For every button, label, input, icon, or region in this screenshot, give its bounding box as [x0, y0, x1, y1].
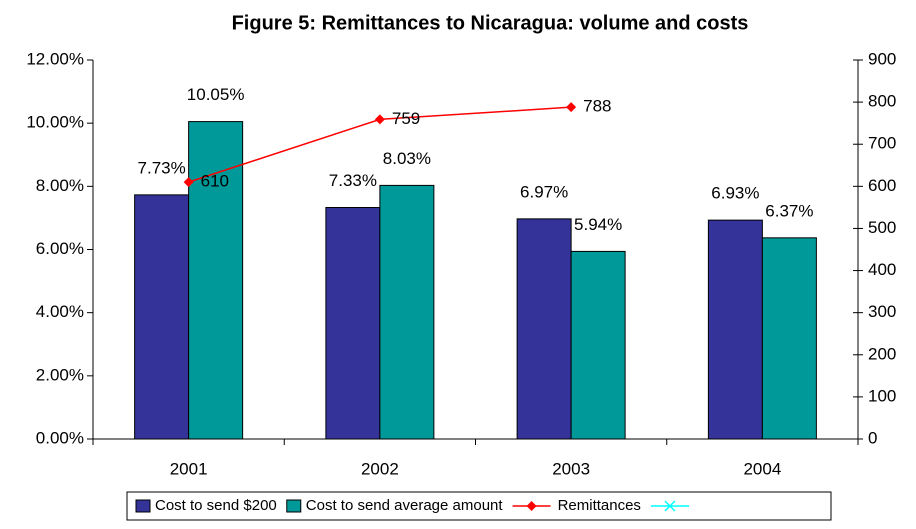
legend	[126, 491, 832, 521]
x-tick-label: 2002	[361, 459, 399, 478]
bar	[570, 250, 626, 440]
legend-marker	[526, 501, 537, 511]
y2-tick-label: 400	[868, 260, 896, 279]
bar	[761, 237, 817, 440]
y-tick-label: 6.00%	[36, 239, 84, 258]
legend-swatch	[286, 499, 302, 513]
x-tick-label: 2001	[170, 459, 208, 478]
bar	[188, 121, 244, 440]
legend-marker	[664, 500, 676, 512]
y2-tick-label: 100	[868, 386, 896, 405]
y2-tick-label: 900	[868, 49, 896, 68]
y-tick-label: 0.00%	[36, 428, 84, 447]
bar	[379, 184, 435, 440]
y2-tick-label: 200	[868, 344, 896, 363]
bar	[325, 206, 381, 440]
y2-tick-label: 600	[868, 176, 896, 195]
data-label: 788	[583, 97, 611, 116]
y2-tick-label: 700	[868, 134, 896, 153]
data-label: 759	[392, 109, 420, 128]
data-label: 7.33%	[329, 171, 377, 190]
y-tick-label: 4.00%	[36, 302, 84, 321]
legend-label: Remittances	[558, 497, 641, 514]
legend-swatch	[135, 499, 151, 513]
y-tick-label: 8.00%	[36, 176, 84, 195]
data-label: 8.03%	[383, 149, 431, 168]
legend-label: Cost to send $200	[155, 497, 277, 514]
x-tick-label: 2004	[743, 459, 781, 478]
data-label: 610	[201, 172, 229, 191]
marker	[183, 177, 194, 188]
y-tick-label: 10.00%	[26, 113, 84, 132]
bar	[134, 194, 190, 440]
data-label: 6.37%	[765, 201, 813, 220]
bar	[707, 219, 763, 440]
y2-tick-label: 800	[868, 92, 896, 111]
y2-tick-label: 500	[868, 218, 896, 237]
data-label: 6.93%	[711, 184, 759, 203]
legend-label: Cost to send average amount	[306, 497, 504, 514]
marker	[374, 114, 385, 125]
bar	[516, 218, 572, 440]
marker	[566, 102, 577, 113]
chart-title: Figure 5: Remittances to Nicaragua: volu…	[232, 12, 749, 34]
data-label: 6.97%	[520, 182, 568, 201]
data-label: 7.73%	[138, 158, 186, 177]
x-tick-label: 2003	[552, 459, 590, 478]
y-tick-label: 2.00%	[36, 365, 84, 384]
y2-tick-label: 300	[868, 302, 896, 321]
y2-tick-label: 0	[868, 428, 877, 447]
y-tick-label: 12.00%	[26, 49, 84, 68]
data-label: 5.94%	[574, 215, 622, 234]
data-label: 10.05%	[187, 85, 245, 104]
